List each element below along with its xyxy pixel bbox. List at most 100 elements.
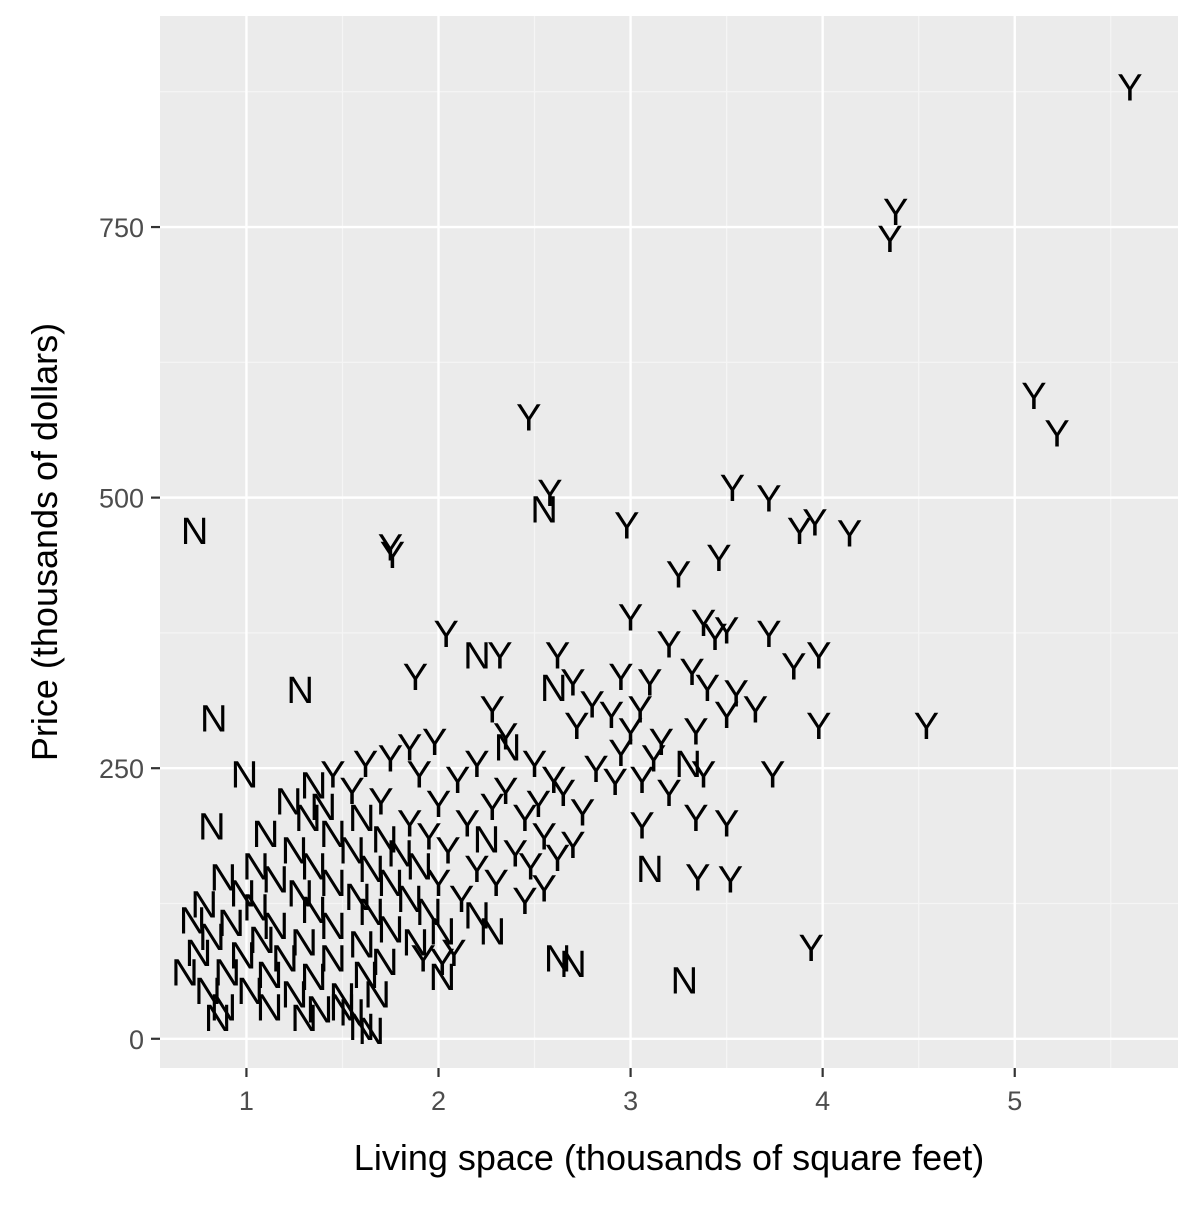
- data-point: N: [463, 636, 490, 678]
- data-point: Y: [656, 625, 681, 667]
- data-point: N: [213, 953, 240, 995]
- data-point: Y: [380, 535, 405, 577]
- data-point: N: [329, 976, 356, 1018]
- data-point: Y: [464, 849, 489, 891]
- data-point: N: [415, 892, 442, 934]
- data-point: Y: [683, 798, 708, 840]
- data-point: N: [204, 998, 231, 1040]
- data-point: Y: [629, 805, 654, 847]
- data-point: N: [671, 960, 698, 1002]
- data-point: N: [406, 847, 433, 889]
- data-point: N: [286, 670, 313, 712]
- y-tick-label: 750: [99, 213, 144, 243]
- data-point: N: [396, 879, 423, 921]
- data-point: N: [674, 744, 701, 786]
- data-point: N: [363, 974, 390, 1016]
- data-point: N: [281, 830, 308, 872]
- x-tick-label: 4: [815, 1086, 830, 1116]
- data-point: N: [262, 860, 289, 902]
- data-point: Y: [522, 744, 547, 786]
- data-point: Y: [545, 636, 570, 678]
- data-point: Y: [1044, 414, 1069, 456]
- data-point: N: [252, 814, 279, 856]
- data-point: N: [377, 909, 404, 951]
- data-point: Y: [426, 784, 451, 826]
- data-point: Y: [493, 771, 518, 813]
- data-point: N: [294, 798, 321, 840]
- data-point: N: [237, 971, 264, 1013]
- data-point: Y: [480, 787, 505, 829]
- data-point: N: [544, 939, 571, 981]
- data-point: N: [371, 820, 398, 862]
- data-point: Y: [714, 695, 739, 737]
- data-point: Y: [564, 706, 589, 748]
- data-point: Y: [545, 838, 570, 880]
- data-point: N: [358, 849, 385, 891]
- data-point: Y: [656, 773, 681, 815]
- data-point: Y: [541, 760, 566, 802]
- data-point: N: [242, 847, 269, 889]
- data-point: N: [402, 922, 429, 964]
- data-point: Y: [560, 825, 585, 867]
- data-point: N: [344, 877, 371, 919]
- data-point: Y: [706, 538, 731, 580]
- data-point: Y: [614, 506, 639, 548]
- y-tick-label: 250: [99, 754, 144, 784]
- data-point: N: [300, 765, 327, 807]
- data-point: N: [217, 903, 244, 945]
- data-point: N: [194, 971, 221, 1013]
- data-point: Y: [914, 706, 939, 748]
- data-point: Y: [416, 816, 441, 858]
- data-point: N: [530, 489, 557, 531]
- data-point: Y: [806, 636, 831, 678]
- data-point: Y: [531, 868, 556, 910]
- data-point: N: [185, 933, 212, 975]
- data-point: N: [352, 955, 379, 997]
- data-point: N: [479, 912, 506, 954]
- data-point: N: [319, 863, 346, 905]
- data-point: Y: [464, 744, 489, 786]
- data-point: Y: [430, 942, 455, 984]
- data-point: N: [229, 935, 256, 977]
- data-point: Y: [629, 760, 654, 802]
- data-point: Y: [781, 646, 806, 688]
- data-point: Y: [787, 511, 812, 553]
- data-point: Y: [426, 863, 451, 905]
- data-point: Y: [339, 771, 364, 813]
- data-point: N: [358, 1011, 385, 1053]
- data-point: Y: [422, 722, 447, 764]
- data-point: Y: [378, 738, 403, 780]
- data-point: Y: [718, 860, 743, 902]
- data-point: Y: [480, 690, 505, 732]
- data-point: Y: [368, 782, 393, 824]
- data-point: N: [290, 998, 317, 1040]
- data-point: N: [229, 874, 256, 916]
- data-point: N: [300, 957, 327, 999]
- data-point: Y: [487, 636, 512, 678]
- data-point: Y: [320, 755, 345, 797]
- data-point: N: [275, 782, 302, 824]
- data-point: N: [190, 884, 217, 926]
- data-point: Y: [441, 933, 466, 975]
- data-point: Y: [560, 663, 585, 705]
- data-point: Y: [760, 755, 785, 797]
- data-point: Y: [570, 792, 595, 834]
- data-point: Y: [493, 717, 518, 759]
- data-point: Y: [802, 502, 827, 544]
- data-point: N: [242, 888, 269, 930]
- data-point: Y: [756, 614, 781, 656]
- data-point: N: [210, 987, 237, 1029]
- data-point: N: [181, 511, 208, 553]
- data-point: N: [171, 953, 198, 995]
- data-point: Y: [603, 762, 628, 804]
- data-point: Y: [353, 744, 378, 786]
- data-point: Y: [837, 513, 862, 555]
- data-point: Y: [618, 598, 643, 640]
- x-axis-title: Living space (thousands of square feet): [354, 1137, 984, 1178]
- data-point: Y: [683, 711, 708, 753]
- data-point: N: [386, 834, 413, 876]
- data-point: Y: [883, 192, 908, 234]
- data-point: Y: [516, 397, 541, 439]
